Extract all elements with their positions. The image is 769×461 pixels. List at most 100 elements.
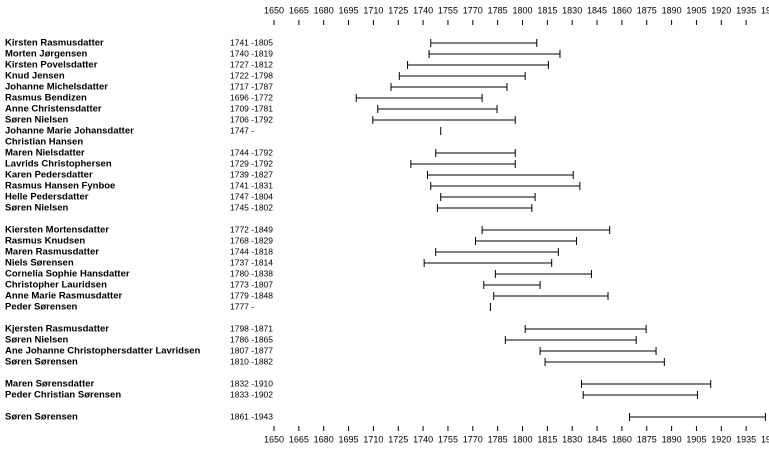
x-tick-label: 1650 bbox=[264, 434, 284, 444]
life-dates: 1729 -1792 bbox=[230, 158, 273, 168]
person-name: Peder Sørensen bbox=[5, 302, 78, 313]
life-dates: 1741 -1831 bbox=[230, 180, 273, 190]
person-name: Søren Nielsen bbox=[5, 203, 69, 214]
x-tick-label: 1830 bbox=[562, 434, 582, 444]
person-name: Maren Nielsdatter bbox=[5, 148, 85, 159]
x-tick-label: 1950 bbox=[761, 5, 769, 15]
life-dates: 1747 - bbox=[230, 125, 254, 135]
life-dates: 1861 -1943 bbox=[230, 411, 273, 421]
person-name: Rasmus Bendizen bbox=[5, 93, 87, 104]
life-dates: 1768 -1829 bbox=[230, 235, 273, 245]
life-dates: 1810 -1882 bbox=[230, 356, 273, 366]
person-name: Christian Hansen bbox=[5, 137, 83, 148]
life-dates: 1777 - bbox=[230, 301, 254, 311]
x-tick-label: 1830 bbox=[562, 5, 582, 15]
life-dates: 1744 -1818 bbox=[230, 246, 273, 256]
person-name: Maren Sørensdatter bbox=[5, 379, 95, 390]
person-name: Lavrids Christophersen bbox=[5, 159, 112, 170]
x-tick-label: 1815 bbox=[537, 434, 557, 444]
life-dates: 1779 -1848 bbox=[230, 290, 273, 300]
x-tick-label: 1770 bbox=[463, 5, 483, 15]
x-tick-label: 1695 bbox=[339, 5, 359, 15]
x-tick-label: 1785 bbox=[488, 5, 508, 15]
x-tick-label: 1875 bbox=[637, 434, 657, 444]
person-name: Ane Johanne Christophersdatter Lavridsen bbox=[5, 346, 201, 357]
x-tick-label: 1920 bbox=[711, 434, 731, 444]
x-tick-label: 1740 bbox=[413, 434, 433, 444]
person-name: Anne Christensdatter bbox=[5, 104, 102, 115]
x-tick-label: 1905 bbox=[686, 5, 706, 15]
person-name: Helle Pedersdatter bbox=[5, 192, 89, 203]
x-tick-label: 1935 bbox=[736, 5, 756, 15]
x-tick-label: 1950 bbox=[761, 434, 769, 444]
life-dates: 1740 -1819 bbox=[230, 48, 273, 58]
life-dates: 1717 -1787 bbox=[230, 81, 273, 91]
life-dates: 1727 -1812 bbox=[230, 59, 273, 69]
person-name: Rasmus Knudsen bbox=[5, 236, 85, 247]
life-dates: 1772 -1849 bbox=[230, 224, 273, 234]
life-dates: 1722 -1798 bbox=[230, 70, 273, 80]
person-name: Søren Nielsen bbox=[5, 115, 69, 126]
life-dates: 1832 -1910 bbox=[230, 378, 273, 388]
x-tick-label: 1680 bbox=[314, 5, 334, 15]
x-tick-label: 1800 bbox=[512, 434, 532, 444]
person-name: Niels Sørensen bbox=[5, 258, 74, 269]
person-name: Morten Jørgensen bbox=[5, 49, 88, 60]
life-dates: 1741 -1805 bbox=[230, 37, 273, 47]
life-dates: 1696 -1772 bbox=[230, 92, 273, 102]
life-dates: 1709 -1781 bbox=[230, 103, 273, 113]
person-name: Karen Pedersdatter bbox=[5, 170, 93, 181]
x-tick-label: 1800 bbox=[512, 5, 532, 15]
x-tick-label: 1860 bbox=[612, 5, 632, 15]
x-tick-label: 1845 bbox=[587, 434, 607, 444]
person-name: Søren Sørensen bbox=[5, 412, 78, 423]
person-name: Kirsten Povelsdatter bbox=[5, 60, 98, 71]
person-name: Anne Marie Rasmusdatter bbox=[5, 291, 123, 302]
x-tick-label: 1785 bbox=[488, 434, 508, 444]
life-dates: 1706 -1792 bbox=[230, 114, 273, 124]
person-name: Peder Christian Sørensen bbox=[5, 390, 121, 401]
life-dates: 1798 -1871 bbox=[230, 323, 273, 333]
x-tick-label: 1860 bbox=[612, 434, 632, 444]
x-tick-label: 1755 bbox=[438, 434, 458, 444]
life-dates: 1745 -1802 bbox=[230, 202, 273, 212]
person-name: Søren Nielsen bbox=[5, 335, 69, 346]
x-tick-label: 1905 bbox=[686, 434, 706, 444]
x-tick-label: 1890 bbox=[662, 5, 682, 15]
person-name: Søren Sørensen bbox=[5, 357, 78, 368]
life-dates: 1780 -1838 bbox=[230, 268, 273, 278]
life-dates: 1773 -1807 bbox=[230, 279, 273, 289]
life-dates: 1737 -1814 bbox=[230, 257, 273, 267]
x-tick-label: 1650 bbox=[264, 5, 284, 15]
x-tick-label: 1890 bbox=[662, 434, 682, 444]
x-tick-label: 1770 bbox=[463, 434, 483, 444]
x-tick-label: 1755 bbox=[438, 5, 458, 15]
x-tick-label: 1665 bbox=[289, 5, 309, 15]
life-dates: 1786 -1865 bbox=[230, 334, 273, 344]
x-tick-label: 1665 bbox=[289, 434, 309, 444]
person-name: Knud Jensen bbox=[5, 71, 65, 82]
x-tick-label: 1710 bbox=[363, 434, 383, 444]
x-tick-label: 1920 bbox=[711, 5, 731, 15]
life-dates: 1833 -1902 bbox=[230, 389, 273, 399]
person-name: Christopher Lauridsen bbox=[5, 280, 107, 291]
person-name: Johanne Marie Johansdatter bbox=[5, 126, 134, 137]
x-tick-label: 1725 bbox=[388, 434, 408, 444]
person-name: Rasmus Hansen Fynboe bbox=[5, 181, 115, 192]
x-tick-label: 1680 bbox=[314, 434, 334, 444]
life-dates: 1744 -1792 bbox=[230, 147, 273, 157]
x-tick-label: 1875 bbox=[637, 5, 657, 15]
person-name: Kjersten Rasmusdatter bbox=[5, 324, 109, 335]
person-name: Kirsten Rasmusdatter bbox=[5, 38, 104, 49]
x-tick-label: 1710 bbox=[363, 5, 383, 15]
x-tick-label: 1740 bbox=[413, 5, 433, 15]
x-tick-label: 1695 bbox=[339, 434, 359, 444]
person-name: Kiersten Mortensdatter bbox=[5, 225, 109, 236]
person-name: Maren Rasmusdatter bbox=[5, 247, 99, 258]
person-name: Johanne Michelsdatter bbox=[5, 82, 108, 93]
life-dates: 1807 -1877 bbox=[230, 345, 273, 355]
x-tick-label: 1935 bbox=[736, 434, 756, 444]
x-tick-label: 1845 bbox=[587, 5, 607, 15]
x-tick-label: 1725 bbox=[388, 5, 408, 15]
